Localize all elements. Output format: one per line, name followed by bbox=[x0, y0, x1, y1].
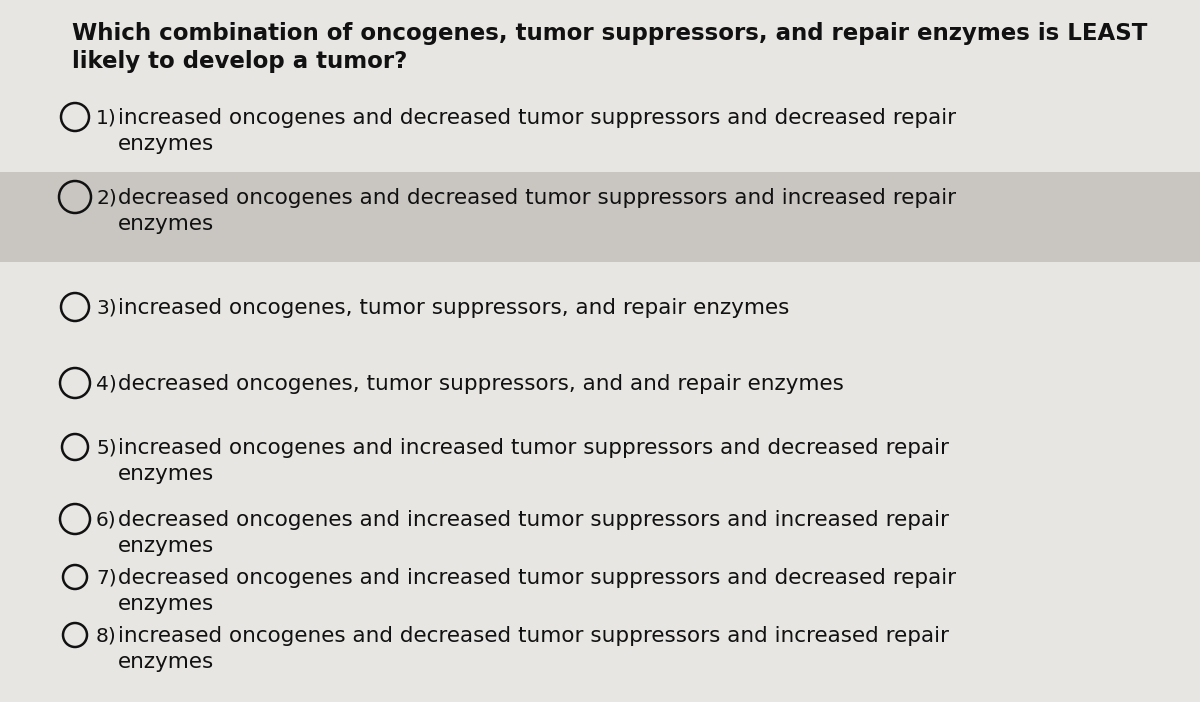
Text: enzymes: enzymes bbox=[118, 536, 215, 556]
Text: decreased oncogenes and decreased tumor suppressors and increased repair: decreased oncogenes and decreased tumor … bbox=[118, 188, 956, 208]
Text: decreased oncogenes and increased tumor suppressors and decreased repair: decreased oncogenes and increased tumor … bbox=[118, 568, 956, 588]
Text: likely to develop a tumor?: likely to develop a tumor? bbox=[72, 50, 407, 73]
FancyBboxPatch shape bbox=[0, 172, 1200, 262]
Text: 5): 5) bbox=[96, 438, 116, 457]
Text: 8): 8) bbox=[96, 626, 116, 645]
Text: 7): 7) bbox=[96, 568, 116, 587]
Text: enzymes: enzymes bbox=[118, 464, 215, 484]
Text: Which combination of oncogenes, tumor suppressors, and repair enzymes is LEAST: Which combination of oncogenes, tumor su… bbox=[72, 22, 1147, 45]
Text: 6): 6) bbox=[96, 510, 116, 529]
Text: 4): 4) bbox=[96, 374, 116, 393]
Text: 3): 3) bbox=[96, 298, 116, 317]
Text: increased oncogenes, tumor suppressors, and repair enzymes: increased oncogenes, tumor suppressors, … bbox=[118, 298, 790, 318]
Text: enzymes: enzymes bbox=[118, 214, 215, 234]
Text: decreased oncogenes and increased tumor suppressors and increased repair: decreased oncogenes and increased tumor … bbox=[118, 510, 949, 530]
Text: enzymes: enzymes bbox=[118, 134, 215, 154]
Text: increased oncogenes and decreased tumor suppressors and increased repair: increased oncogenes and decreased tumor … bbox=[118, 626, 949, 646]
Text: 1): 1) bbox=[96, 108, 116, 127]
Text: increased oncogenes and increased tumor suppressors and decreased repair: increased oncogenes and increased tumor … bbox=[118, 438, 949, 458]
Text: decreased oncogenes, tumor suppressors, and and repair enzymes: decreased oncogenes, tumor suppressors, … bbox=[118, 374, 844, 394]
Text: increased oncogenes and decreased tumor suppressors and decreased repair: increased oncogenes and decreased tumor … bbox=[118, 108, 956, 128]
Text: enzymes: enzymes bbox=[118, 594, 215, 614]
Text: enzymes: enzymes bbox=[118, 652, 215, 672]
Text: 2): 2) bbox=[96, 188, 116, 207]
